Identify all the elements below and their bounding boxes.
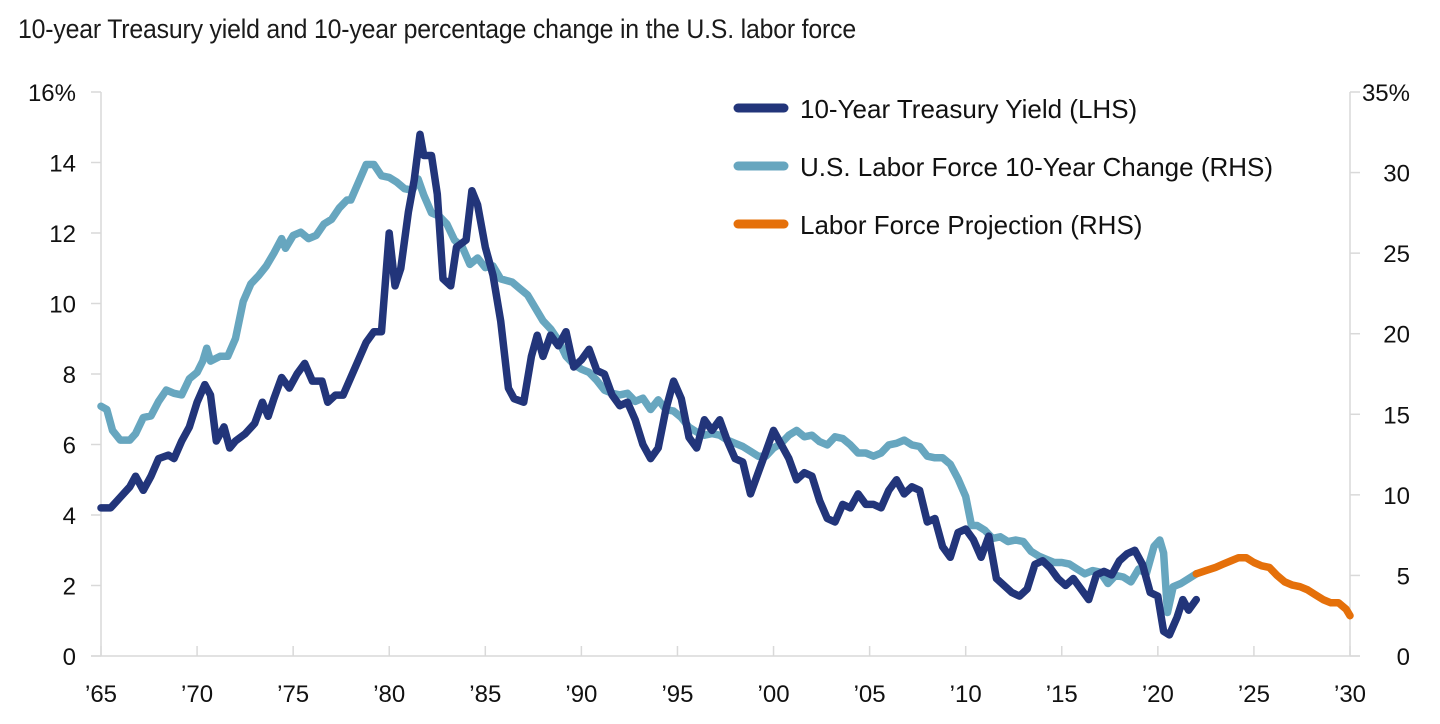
y-left-tick-label: 10 bbox=[49, 292, 76, 319]
y-left-tick-label: 2 bbox=[63, 574, 76, 601]
x-tick-label: ’15 bbox=[1046, 681, 1078, 708]
x-tick-label: ’00 bbox=[758, 681, 790, 708]
legend: 10-Year Treasury Yield (LHS) U.S. Labor F… bbox=[733, 94, 1273, 240]
legend-label: Labor Force Projection (RHS) bbox=[800, 210, 1142, 240]
series-line-labor-force-projection-rhs bbox=[1192, 553, 1354, 620]
y-left-tick-label: 12 bbox=[49, 221, 76, 248]
y-right-tick-label: 5 bbox=[1397, 563, 1410, 590]
series-layer bbox=[97, 130, 1354, 639]
x-tick-label: ’90 bbox=[565, 681, 597, 708]
y-left-tick-label: 4 bbox=[63, 503, 76, 530]
y-right-tick-label: 25 bbox=[1383, 241, 1410, 268]
y-left-tick-label: 8 bbox=[63, 362, 76, 389]
x-tick-label: ’20 bbox=[1142, 681, 1174, 708]
x-tick-label: ’70 bbox=[181, 681, 213, 708]
x-tick-label: ’10 bbox=[950, 681, 982, 708]
y-right-tick-label: 35% bbox=[1362, 80, 1410, 107]
axes: 0 2 4 6 8 10 12 14 16% 0 5 10 15 20 25 30 35% ’65 ’70 ’75 ’8… bbox=[28, 80, 1410, 708]
y-right-tick-label: 15 bbox=[1383, 402, 1410, 429]
y-right-tick-label: 0 bbox=[1397, 644, 1410, 671]
x-tick-label: ’75 bbox=[277, 681, 309, 708]
x-tick-label: ’95 bbox=[661, 681, 693, 708]
series-line-10-year-treasury-yield-lhs bbox=[97, 130, 1201, 639]
y-right-tick-label: 20 bbox=[1383, 322, 1410, 349]
x-tick-label: ’30 bbox=[1334, 681, 1366, 708]
y-right-tick-label: 30 bbox=[1383, 161, 1410, 188]
y-right-tick-label: 10 bbox=[1383, 483, 1410, 510]
x-tick-label: ’65 bbox=[85, 681, 117, 708]
y-left-tick-label: 14 bbox=[49, 151, 76, 178]
y-left-tick-label: 6 bbox=[63, 433, 76, 460]
legend-label: U.S. Labor Force 10-Year Change (RHS) bbox=[800, 152, 1273, 182]
chart-title: 10-year Treasury yield and 10-year perce… bbox=[18, 14, 856, 44]
x-tick-label: ’85 bbox=[469, 681, 501, 708]
x-tick-label: ’05 bbox=[854, 681, 886, 708]
legend-label: 10-Year Treasury Yield (LHS) bbox=[800, 94, 1137, 124]
x-tick-label: ’80 bbox=[373, 681, 405, 708]
x-tick-label: ’25 bbox=[1238, 681, 1270, 708]
y-left-tick-label: 16% bbox=[28, 80, 76, 107]
series-line-u-s-labor-force-10-year-change-rhs bbox=[97, 160, 1201, 617]
y-left-tick-label: 0 bbox=[63, 644, 76, 671]
